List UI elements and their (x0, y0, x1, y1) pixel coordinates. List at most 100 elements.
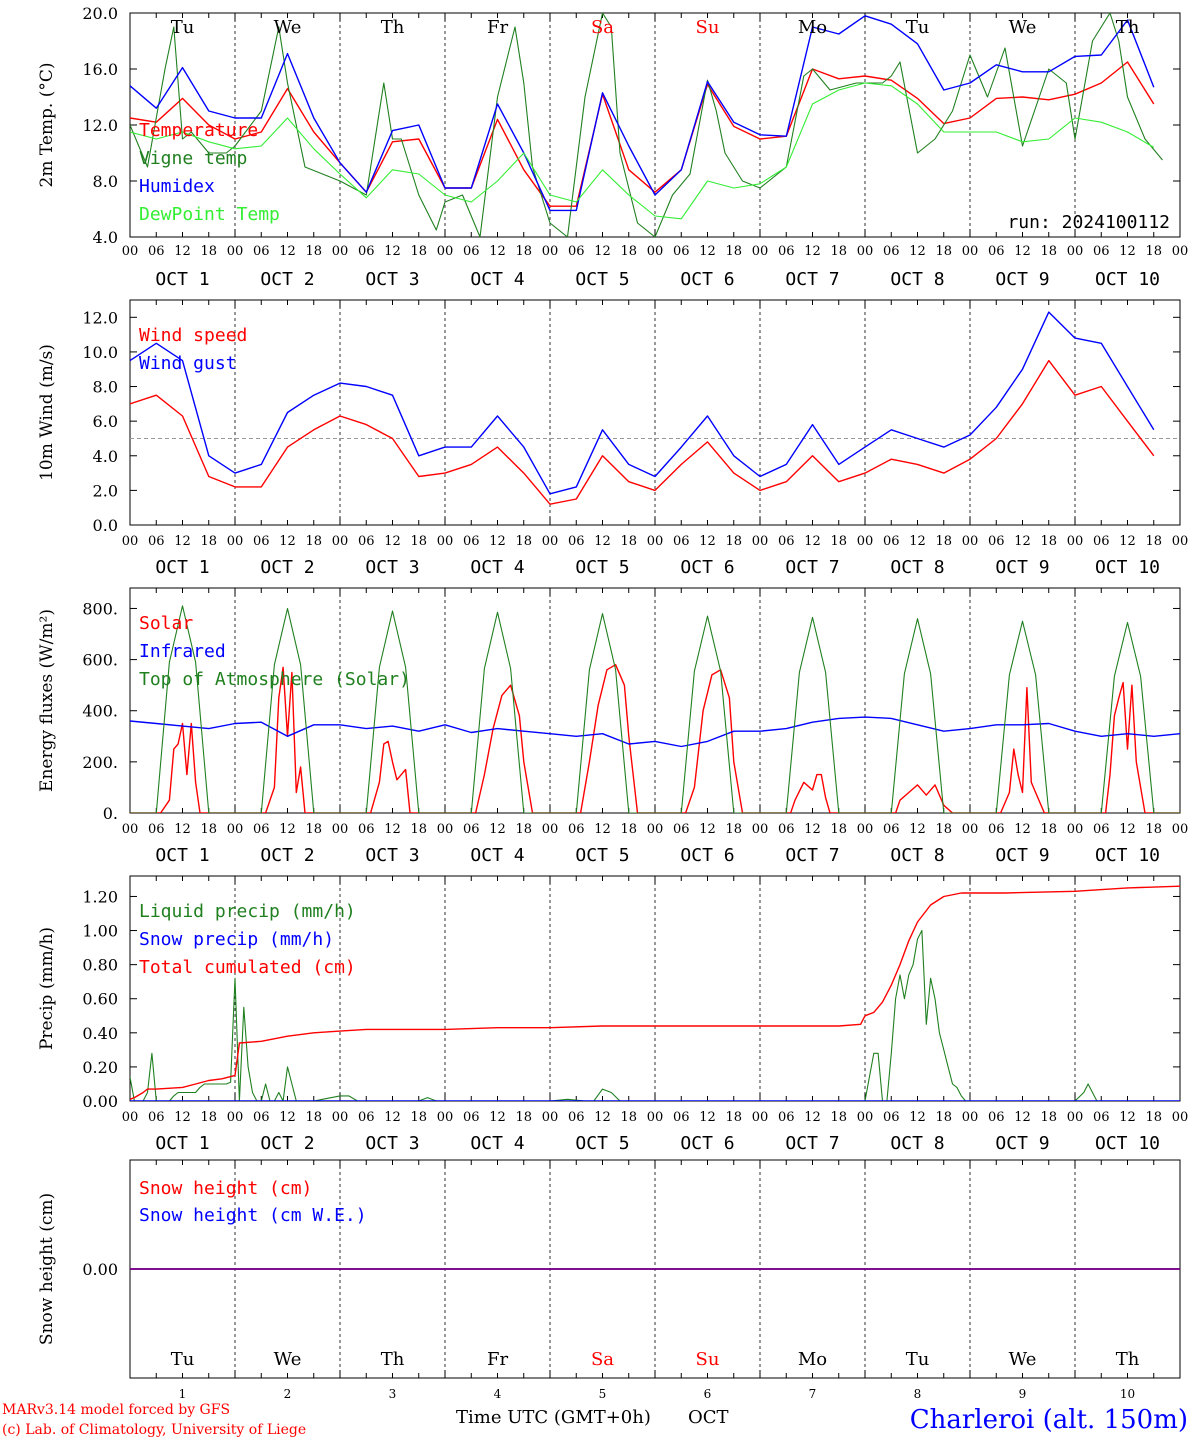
chart-panel-4: 0.00 0.20 0.40 0.60 0.80 1.00 1.20 Precip (mm/h… (37, 875, 1189, 1154)
date-label: OCT 2 (260, 557, 314, 578)
weekday-label-bottom: Tu (906, 1349, 930, 1370)
y-tick-label: 200. (82, 753, 118, 772)
hour-tick-label: 18 (410, 534, 427, 549)
hour-tick-label: 12 (1119, 1110, 1136, 1125)
hour-tick-label: 00 (962, 1110, 979, 1125)
series-wind-speed (130, 359, 1155, 505)
hour-tick-label: 18 (830, 244, 847, 259)
date-label: OCT 9 (995, 845, 1049, 866)
date-label: OCT 9 (995, 557, 1049, 578)
hour-tick-label: 18 (620, 244, 637, 259)
weekday-label-bottom: Th (381, 1349, 405, 1370)
date-label: OCT 6 (680, 1133, 734, 1154)
date-label: OCT 10 (1095, 557, 1160, 578)
hour-tick-label: 06 (253, 534, 270, 549)
hour-tick-label: 12 (594, 534, 611, 549)
y-tick-label: 0.0 (93, 516, 118, 535)
date-label: OCT 5 (575, 269, 629, 290)
date-label: OCT 7 (785, 1133, 839, 1154)
y-axis-title: 2m Temp. (°C) (37, 62, 57, 187)
hour-tick-label: 12 (174, 822, 191, 837)
hour-tick-label: 12 (804, 822, 821, 837)
hour-tick-label: 06 (148, 822, 165, 837)
weekday-label-bottom: Su (696, 1349, 720, 1370)
hour-tick-label: 18 (935, 244, 952, 259)
hour-tick-label: 06 (463, 534, 480, 549)
date-label: OCT 8 (890, 269, 944, 290)
weekday-label-top: Th (381, 17, 405, 38)
legend-entry: Snow height (cm) (139, 1178, 312, 1199)
hour-tick-label: 00 (1067, 1110, 1084, 1125)
hour-tick-label: 18 (200, 534, 217, 549)
date-label: OCT 8 (890, 1133, 944, 1154)
hour-tick-label: 06 (988, 1110, 1005, 1125)
hour-tick-label: 06 (358, 534, 375, 549)
hour-tick-label: 06 (883, 244, 900, 259)
y-tick-label: 20.0 (82, 4, 118, 23)
hour-tick-label: 18 (515, 822, 532, 837)
hour-tick-label: 00 (542, 534, 559, 549)
hour-tick-label: 18 (305, 534, 322, 549)
day-number: 5 (599, 1387, 607, 1401)
hour-tick-label: 00 (437, 534, 454, 549)
hour-tick-label: 00 (857, 534, 874, 549)
date-label: OCT 3 (365, 845, 419, 866)
hour-tick-label: 12 (699, 1110, 716, 1125)
date-label: OCT 5 (575, 557, 629, 578)
y-tick-label: 0.40 (82, 1024, 118, 1043)
date-label: OCT 8 (890, 845, 944, 866)
hour-tick-label: 12 (1119, 244, 1136, 259)
hour-tick-label: 06 (883, 534, 900, 549)
date-label: OCT 1 (155, 1133, 209, 1154)
hour-tick-label: 06 (673, 1110, 690, 1125)
hour-tick-label: 12 (384, 534, 401, 549)
hour-tick-label: 12 (1119, 534, 1136, 549)
series-humidex (130, 15, 1155, 212)
legend-entry: Snow height (cm W.E.) (139, 1205, 367, 1226)
date-label: OCT 10 (1095, 1133, 1160, 1154)
hour-tick-label: 00 (647, 534, 664, 549)
y-tick-label: 0. (103, 804, 118, 823)
legend-entry: Top of Atmosphere (Solar) (139, 669, 410, 690)
hour-tick-label: 00 (1172, 1110, 1189, 1125)
hour-tick-label: 12 (594, 244, 611, 259)
hour-tick-label: 12 (804, 244, 821, 259)
y-tick-label: 8.0 (93, 172, 118, 191)
series-group (130, 311, 1155, 505)
y-tick-label: 4.0 (93, 447, 118, 466)
date-label: OCT 1 (155, 557, 209, 578)
weekday-label-top: We (274, 17, 302, 38)
hour-tick-label: 12 (909, 822, 926, 837)
hour-tick-label: 00 (962, 244, 979, 259)
hour-tick-label: 18 (620, 1110, 637, 1125)
legend-entry: Wind gust (139, 353, 237, 374)
date-label: OCT 10 (1095, 845, 1160, 866)
hour-tick-label: 18 (200, 244, 217, 259)
y-tick-label: 12.0 (82, 116, 118, 135)
hour-tick-label: 18 (305, 1110, 322, 1125)
hour-tick-label: 12 (909, 534, 926, 549)
weekday-label-top: Sa (591, 17, 614, 38)
date-label: OCT 10 (1095, 269, 1160, 290)
hour-tick-label: 12 (174, 244, 191, 259)
date-label: OCT 2 (260, 269, 314, 290)
legend-entry: Snow precip (mm/h) (139, 929, 334, 950)
day-number: 7 (809, 1387, 817, 1401)
hour-tick-label: 18 (1145, 822, 1162, 837)
date-label: OCT 7 (785, 269, 839, 290)
y-tick-label: 10.0 (82, 343, 118, 362)
hour-tick-label: 06 (1093, 534, 1110, 549)
hour-tick-label: 06 (988, 534, 1005, 549)
hour-tick-label: 00 (122, 1110, 139, 1125)
series-group (130, 13, 1163, 237)
hour-tick-label: 12 (1014, 1110, 1031, 1125)
date-label: OCT 8 (890, 557, 944, 578)
hour-tick-label: 06 (883, 822, 900, 837)
hour-tick-label: 00 (647, 244, 664, 259)
legend-entry: Infrared (139, 641, 226, 662)
hour-tick-label: 06 (568, 822, 585, 837)
weekday-label-top: Tu (171, 17, 195, 38)
y-tick-label: 0.00 (82, 1092, 118, 1111)
day-number: 6 (704, 1387, 712, 1401)
hour-tick-label: 18 (1145, 1110, 1162, 1125)
